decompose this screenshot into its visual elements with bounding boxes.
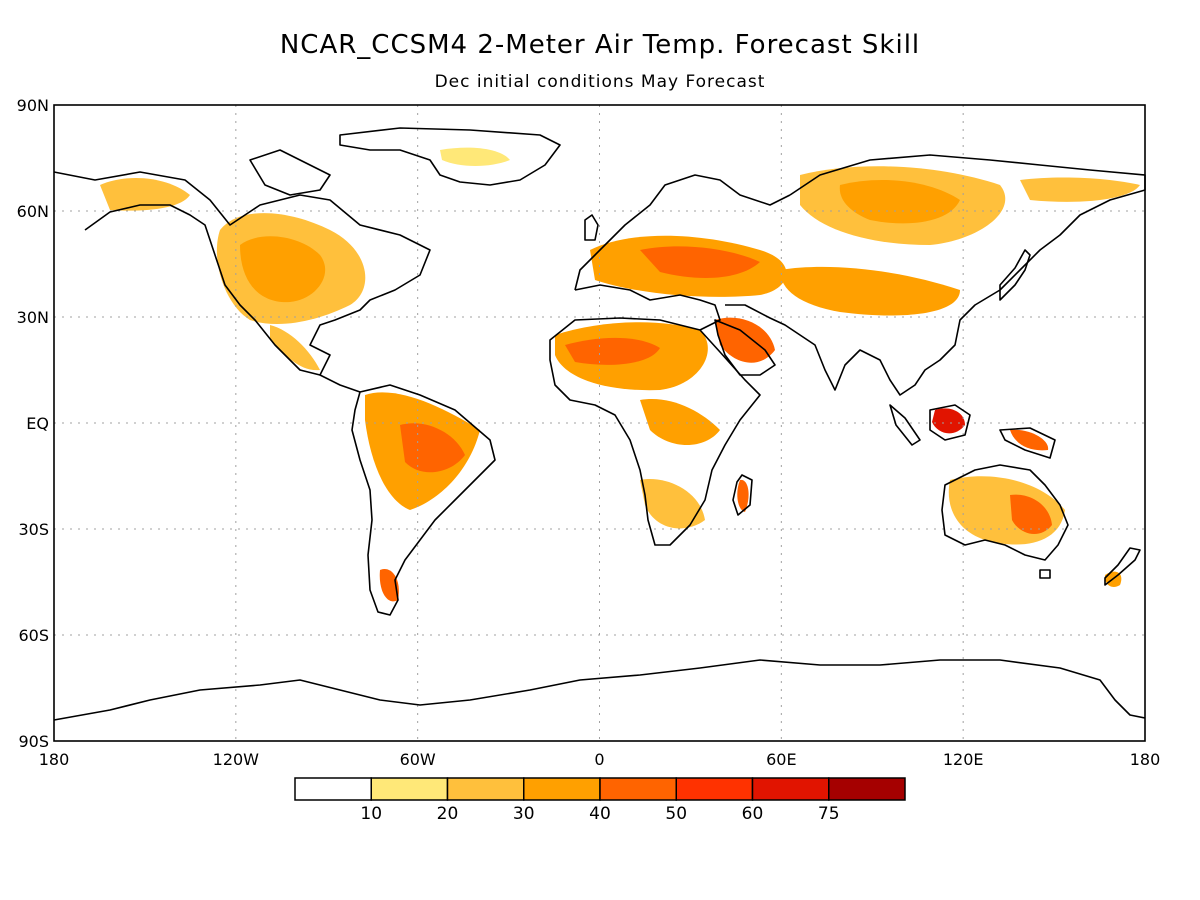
coast-antarctica (53, 659, 1146, 721)
coast-new-guinea (999, 427, 1056, 459)
coast-canadian-arctic (249, 149, 331, 196)
coast-new-zealand (1104, 547, 1141, 586)
shade-greenland (440, 147, 510, 166)
shade-borneo (932, 408, 965, 434)
coast-arabia (714, 319, 776, 376)
map-title: NCAR_CCSM4 2-Meter Air Temp. Forecast Sk… (280, 30, 920, 60)
coast-tasmania (1039, 569, 1051, 579)
lon-tick-label: 60W (400, 750, 436, 769)
colorbar-label: 60 (742, 804, 764, 824)
longitude-labels: 180 120W 60W 0 60E 120E 180 (39, 750, 1161, 769)
plot-area (53, 104, 1146, 742)
shade-australia-core (1010, 494, 1052, 535)
lat-tick-label: 30S (18, 520, 49, 539)
coast-greenland (339, 127, 561, 186)
coast-mediterranean (574, 284, 721, 331)
shade-central-africa (640, 399, 720, 445)
plot-frame (53, 104, 1146, 742)
shade-south-america-core (400, 423, 465, 473)
colorbar-label: 50 (665, 804, 687, 824)
lat-tick-label: 60N (17, 202, 49, 221)
colorbar-swatch (446, 777, 525, 801)
colorbar-swatch (370, 777, 449, 801)
colorbar-swatch (675, 777, 754, 801)
skill-shading (100, 147, 1140, 602)
lon-tick-label: 120W (213, 750, 260, 769)
colorbar-label: 10 (360, 804, 382, 824)
lon-tick-label: 60E (766, 750, 796, 769)
shade-patagonia (379, 569, 399, 602)
lon-tick-label: 0 (594, 750, 604, 769)
coast-madagascar (732, 474, 753, 516)
shade-arctic-east (1020, 177, 1140, 202)
shade-central-asia (780, 266, 960, 316)
shade-arabia (715, 317, 775, 363)
shade-new-guinea (1010, 429, 1049, 451)
shade-siberia-core (839, 180, 960, 224)
coast-central-america (319, 374, 361, 393)
coastlines (53, 127, 1146, 721)
shade-madagascar (737, 479, 749, 512)
lon-tick-label: 180 (1130, 750, 1161, 769)
coast-australia (941, 464, 1069, 561)
shade-sahara-core (565, 337, 660, 365)
shade-north-america-core (240, 236, 326, 303)
lon-tick-label: 120E (943, 750, 984, 769)
lat-tick-label: EQ (26, 414, 49, 433)
coast-asia (725, 154, 1146, 396)
colorbar-swatch (523, 777, 601, 801)
coast-north-america (53, 171, 431, 376)
colorbar-label: 20 (437, 804, 459, 824)
map-subtitle: Dec initial conditions May Forecast (435, 72, 766, 92)
shade-south-africa (640, 479, 705, 529)
colorbar: 10 20 30 40 50 60 75 (294, 777, 906, 824)
lat-tick-label: 90N (17, 96, 49, 115)
shade-europe-core (640, 246, 760, 278)
latitude-labels: 90N 60N 30N EQ 30S 60S 90S (17, 96, 49, 751)
coast-sumatra (889, 404, 921, 446)
shade-mexico (270, 325, 320, 371)
lat-tick-label: 60S (18, 626, 49, 645)
colorbar-label: 40 (589, 804, 611, 824)
lon-tick-label: 180 (39, 750, 70, 769)
coast-europe (574, 174, 791, 291)
coast-uk (584, 214, 599, 241)
colorbar-swatch (294, 777, 372, 801)
colorbar-swatch (828, 777, 906, 801)
colorbar-label: 75 (818, 804, 840, 824)
lat-tick-label: 30N (17, 308, 49, 327)
coast-japan (999, 249, 1031, 301)
coast-south-america (351, 384, 496, 616)
lat-tick-label: 90S (18, 732, 49, 751)
colorbar-label: 30 (513, 804, 535, 824)
coast-borneo (929, 404, 971, 441)
gridlines (54, 105, 1145, 741)
shade-alaska (100, 177, 190, 211)
colorbar-swatch (599, 777, 677, 801)
colorbar-swatch (751, 777, 830, 801)
